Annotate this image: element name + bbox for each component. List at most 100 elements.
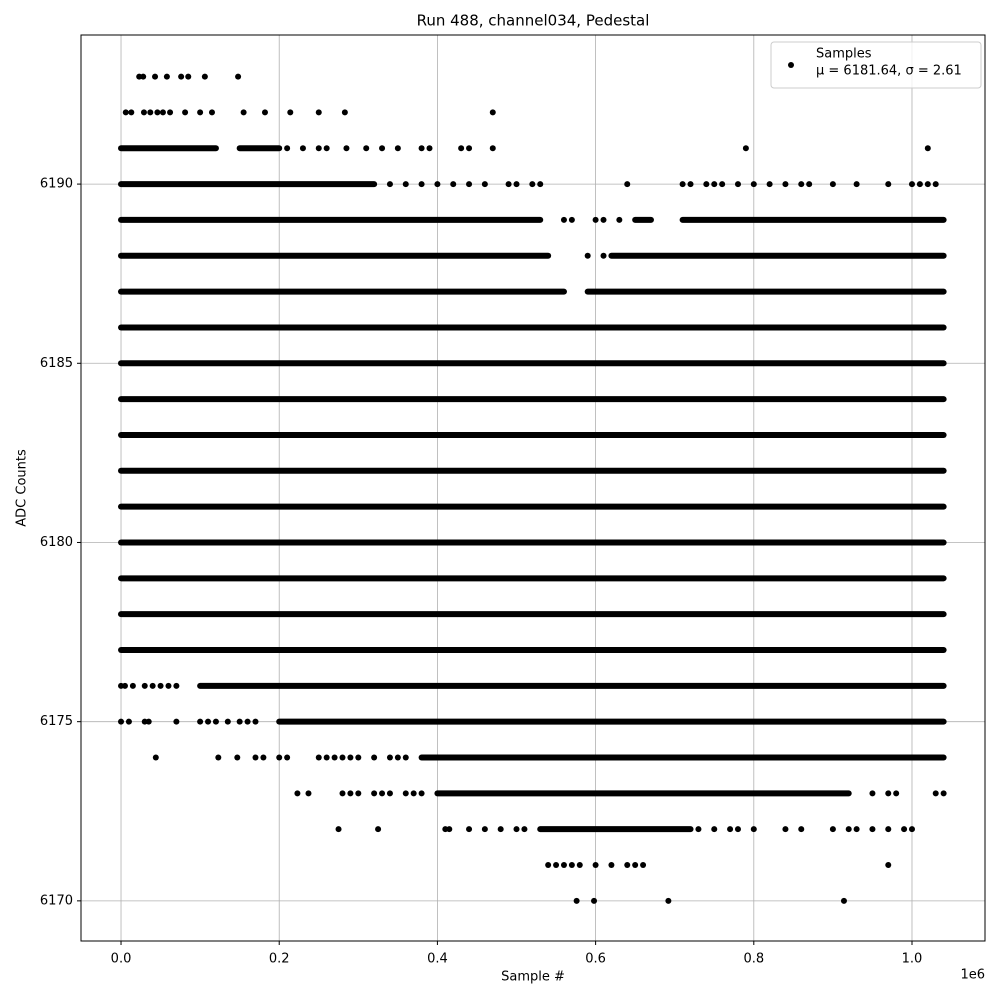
sample-point (853, 826, 860, 833)
sample-point (394, 754, 401, 761)
sample-point (932, 181, 939, 188)
sample-point (608, 862, 615, 869)
sample-point (640, 862, 647, 869)
x-tick-label: 0.0 (111, 952, 132, 967)
sample-point (750, 826, 757, 833)
sample-point (284, 754, 291, 761)
sample-point (402, 181, 409, 188)
sample-point (141, 682, 148, 689)
sample-point (147, 109, 154, 116)
sample-point (152, 754, 159, 761)
sample-point (145, 718, 152, 725)
sample-point (252, 718, 259, 725)
sample-point (375, 826, 382, 833)
sample-point (901, 826, 908, 833)
sample-point (466, 181, 473, 188)
sample-point (592, 862, 599, 869)
sample-point (798, 826, 805, 833)
sample-point (446, 826, 453, 833)
sample-point (379, 790, 386, 797)
sample-point (402, 790, 409, 797)
sample-point (924, 181, 931, 188)
sample-point (806, 181, 813, 188)
sample-point (418, 790, 425, 797)
sample-point (853, 181, 860, 188)
sample-point (521, 826, 528, 833)
sample-point (140, 73, 147, 80)
sample-point (687, 181, 694, 188)
sample-point (157, 682, 164, 689)
sample-point (418, 145, 425, 152)
sample-point (363, 145, 370, 152)
sample-point (173, 718, 180, 725)
sample-point (932, 790, 939, 797)
x-tick-label: 0.8 (743, 952, 764, 967)
chart-title: Run 488, channel034, Pedestal (417, 12, 650, 30)
sample-point (798, 181, 805, 188)
sample-point (568, 216, 575, 223)
sample-point (201, 73, 208, 80)
sample-point (386, 181, 393, 188)
sample-point (719, 181, 726, 188)
sample-point (885, 826, 892, 833)
sample-point (529, 181, 536, 188)
sample-point (616, 216, 623, 223)
legend-box (770, 41, 982, 89)
sample-point (128, 109, 135, 116)
sample-point (885, 790, 892, 797)
sample-point (632, 862, 639, 869)
legend-label: Samples (816, 47, 872, 62)
sample-point (742, 145, 749, 152)
sample-point (235, 73, 242, 80)
sample-point (576, 862, 583, 869)
sample-point (600, 252, 607, 259)
sample-point (341, 109, 348, 116)
sample-point (252, 754, 259, 761)
sample-point (924, 145, 931, 152)
sample-point (782, 181, 789, 188)
sample-point (379, 145, 386, 152)
sample-point (240, 109, 247, 116)
sample-point (260, 754, 267, 761)
sample-point (537, 181, 544, 188)
sample-point (553, 862, 560, 869)
x-offset-label: 1e6 (960, 968, 985, 983)
sample-point (869, 826, 876, 833)
sample-point (727, 826, 734, 833)
sample-point (284, 145, 291, 152)
sample-point (703, 181, 710, 188)
x-tick-label: 1.0 (902, 952, 923, 967)
sample-point (908, 181, 915, 188)
sample-point (624, 862, 631, 869)
sample-point (205, 718, 212, 725)
sample-point (513, 826, 520, 833)
y-axis-label: ADC Counts (15, 449, 30, 527)
sample-point (197, 109, 204, 116)
sample-point (208, 109, 215, 116)
sample-point (236, 718, 243, 725)
sample-point (434, 181, 441, 188)
sample-point (165, 682, 172, 689)
sample-point (418, 181, 425, 188)
sample-point (734, 826, 741, 833)
sample-point (149, 682, 156, 689)
x-tick-label: 0.4 (427, 952, 448, 967)
sample-point (386, 754, 393, 761)
sample-point (450, 181, 457, 188)
sample-point (592, 216, 599, 223)
sample-point (840, 897, 847, 904)
sample-point (845, 826, 852, 833)
sample-point (159, 109, 166, 116)
sample-point (426, 145, 433, 152)
sample-point (560, 862, 567, 869)
sample-point (173, 682, 180, 689)
sample-point (163, 73, 170, 80)
x-tick-label: 0.2 (269, 952, 290, 967)
y-tick-label: 6175 (40, 714, 73, 729)
legend: Samples μ = 6181.64, σ = 2.61 (770, 41, 982, 89)
sample-point (125, 718, 132, 725)
sample-point (750, 181, 757, 188)
sample-point (152, 73, 159, 80)
legend-stat: μ = 6181.64, σ = 2.61 (816, 64, 962, 79)
